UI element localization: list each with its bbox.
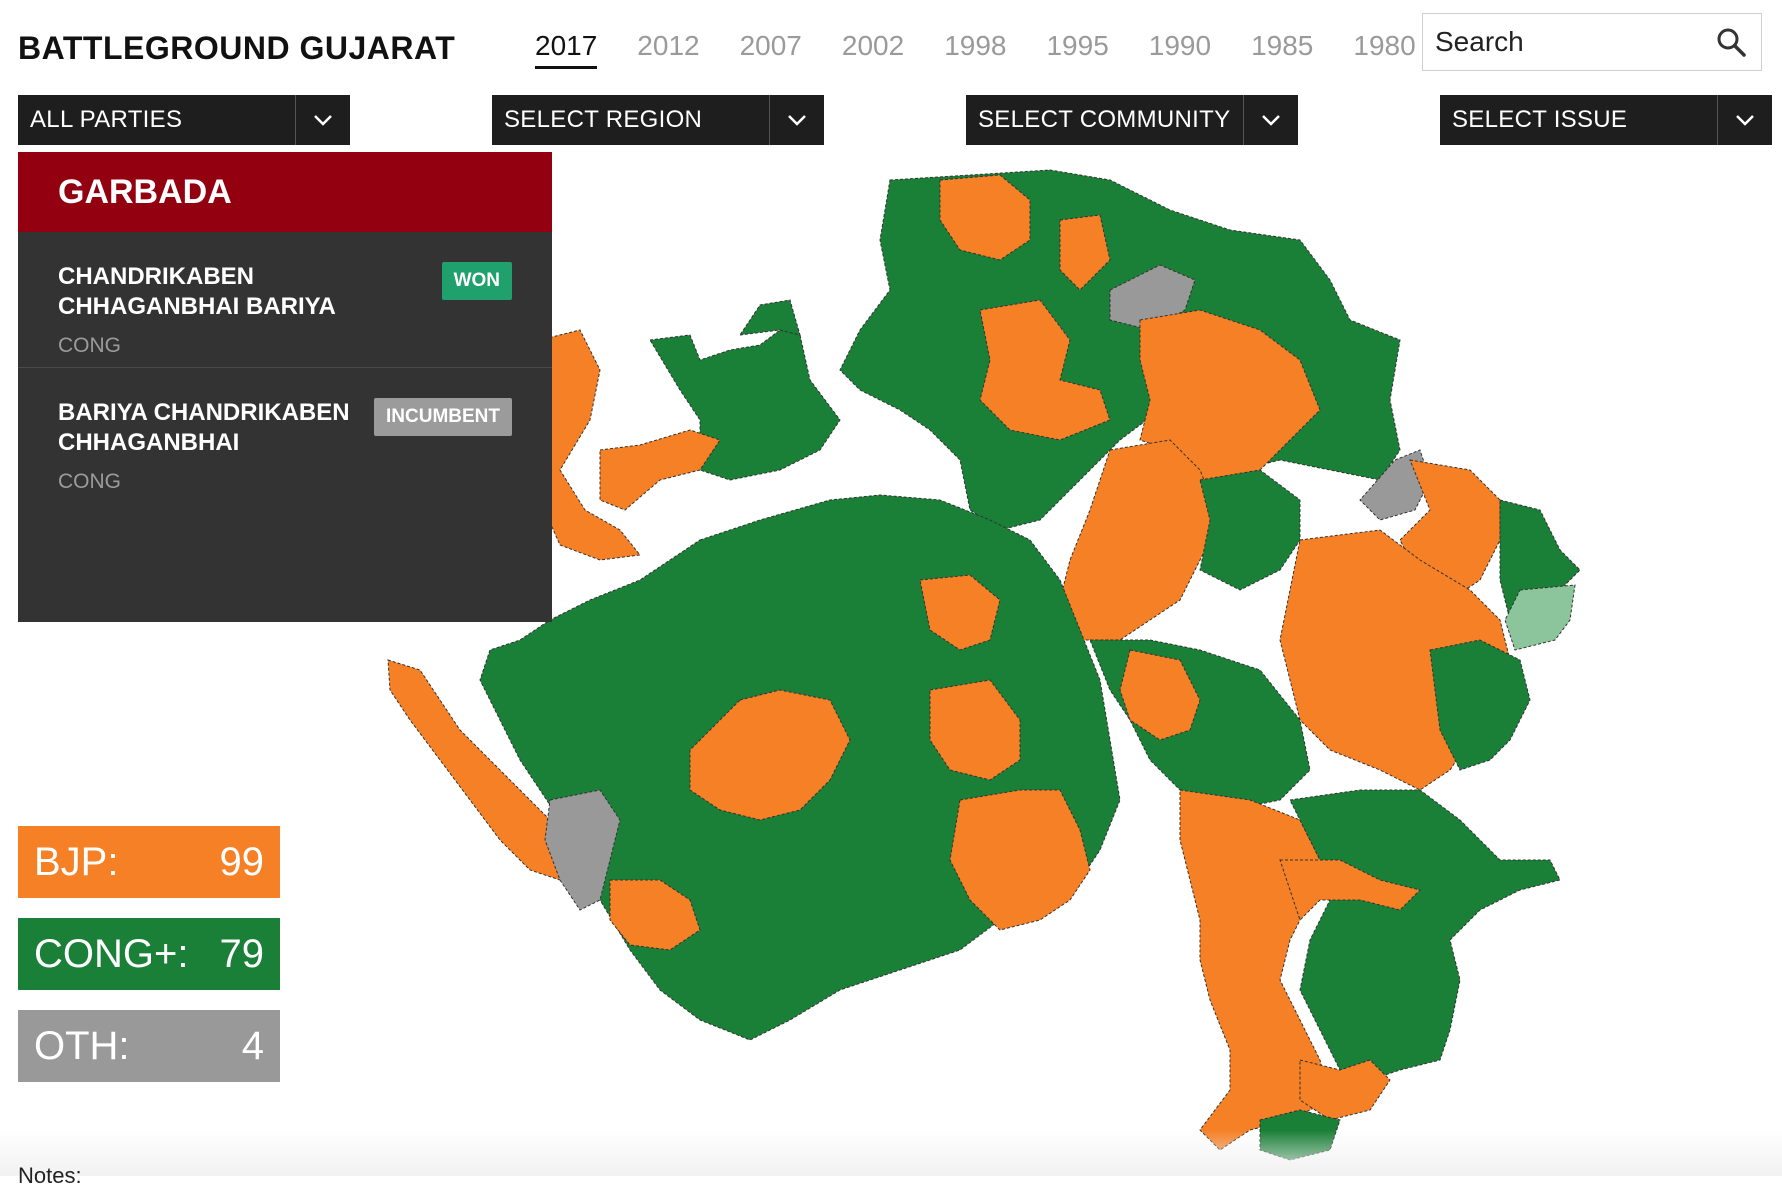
tally-value: 79 xyxy=(219,931,265,976)
constituency-region[interactable] xyxy=(1289,789,1561,1081)
year-tab-1980[interactable]: 1980 xyxy=(1353,30,1416,61)
central-gujarat-region xyxy=(1059,439,1581,811)
issue-filter-dropdown[interactable]: SELECT ISSUE xyxy=(1440,95,1772,145)
candidate-card: CHANDRIKABEN CHHAGANBHAI BARIYA CONG WON xyxy=(18,232,552,367)
party-filter-dropdown[interactable]: ALL PARTIES xyxy=(18,95,350,145)
constituency-region[interactable] xyxy=(949,789,1091,931)
constituency-region[interactable] xyxy=(929,679,1021,781)
north-gujarat-region xyxy=(839,169,1401,531)
constituency-region[interactable] xyxy=(1359,449,1431,521)
constituency-region[interactable] xyxy=(1109,264,1196,331)
tally-label: BJP: xyxy=(34,839,119,884)
year-tab-1995[interactable]: 1995 xyxy=(1046,30,1109,61)
constituency-region[interactable] xyxy=(979,299,1111,441)
kutch-region xyxy=(529,299,841,561)
tally-value: 99 xyxy=(219,839,265,884)
search-box xyxy=(1422,13,1762,71)
tally-value: 4 xyxy=(241,1023,264,1068)
constituency-region[interactable] xyxy=(1199,469,1301,591)
year-tab-2002[interactable]: 2002 xyxy=(841,30,905,61)
year-tab-2017[interactable]: 2017 xyxy=(535,30,598,69)
year-tab-1998[interactable]: 1998 xyxy=(944,30,1007,61)
constituency-region[interactable] xyxy=(1059,214,1111,291)
bottom-fade xyxy=(0,1130,1782,1176)
tally-label: OTH: xyxy=(34,1023,130,1068)
constituency-region[interactable] xyxy=(387,659,571,881)
community-filter-dropdown[interactable]: SELECT COMMUNITY xyxy=(966,95,1298,145)
garbada-constituency[interactable] xyxy=(1504,584,1576,651)
constituency-region[interactable] xyxy=(1139,309,1321,501)
constituency-region[interactable] xyxy=(599,429,721,511)
notes-heading: Notes: xyxy=(18,1163,82,1188)
constituency-region[interactable] xyxy=(689,689,851,821)
constituency-name: GARBADA xyxy=(18,152,552,232)
year-tab-1985[interactable]: 1985 xyxy=(1251,30,1314,61)
constituency-region[interactable] xyxy=(609,879,701,951)
community-filter-label: SELECT COMMUNITY xyxy=(978,106,1231,133)
constituency-region[interactable] xyxy=(544,789,621,911)
region-filter-dropdown[interactable]: SELECT REGION xyxy=(492,95,824,145)
incumbent-badge: INCUMBENT xyxy=(374,398,512,436)
issue-filter-label: SELECT ISSUE xyxy=(1452,106,1628,133)
constituency-region[interactable] xyxy=(1059,439,1221,641)
constituency-region[interactable] xyxy=(1089,639,1311,811)
candidate-party: CONG xyxy=(58,470,121,493)
south-gujarat-region xyxy=(1179,789,1561,1161)
year-tabs: 2017 2012 2007 2002 1998 1995 1990 1985 … xyxy=(535,30,1456,69)
constituency-region[interactable] xyxy=(939,174,1031,261)
constituency-region[interactable] xyxy=(1119,649,1201,741)
constituency-region[interactable] xyxy=(649,329,841,481)
constituency-region[interactable] xyxy=(1299,1059,1391,1121)
candidate-party: CONG xyxy=(58,334,121,357)
bjp-tally: BJP: 99 xyxy=(18,826,280,898)
candidate-name: BARIYA CHANDRIKABEN CHHAGANBHAI xyxy=(58,399,350,456)
chevron-down-icon xyxy=(295,95,350,145)
constituency-region[interactable] xyxy=(1429,639,1531,771)
constituency-region[interactable] xyxy=(919,574,1001,651)
search-input[interactable] xyxy=(1423,25,1707,59)
year-tab-2007[interactable]: 2007 xyxy=(739,30,802,61)
candidate-name: CHANDRIKABEN CHHAGANBHAI BARIYA xyxy=(58,263,336,320)
tally-label: CONG+: xyxy=(34,931,189,976)
chevron-down-icon xyxy=(1717,95,1772,145)
year-tab-1990[interactable]: 1990 xyxy=(1148,30,1212,61)
oth-tally: OTH: 4 xyxy=(18,1010,280,1082)
page-title: BATTLEGROUND GUJARAT xyxy=(18,30,456,66)
candidate-card: BARIYA CHANDRIKABEN CHHAGANBHAI CONG INC… xyxy=(18,367,552,537)
chevron-down-icon xyxy=(1243,95,1298,145)
constituency-info-panel: GARBADA CHANDRIKABEN CHHAGANBHAI BARIYA … xyxy=(18,152,552,622)
region-filter-label: SELECT REGION xyxy=(504,106,703,133)
won-badge: WON xyxy=(441,262,512,300)
search-icon[interactable] xyxy=(1715,26,1747,58)
constituency-region[interactable] xyxy=(738,299,801,336)
cong-tally: CONG+: 79 xyxy=(18,918,280,990)
party-filter-label: ALL PARTIES xyxy=(30,106,183,133)
chevron-down-icon xyxy=(769,95,824,145)
constituency-region[interactable] xyxy=(1279,859,1421,921)
year-tab-2012[interactable]: 2012 xyxy=(637,30,700,61)
saurashtra-region xyxy=(387,494,1201,1041)
